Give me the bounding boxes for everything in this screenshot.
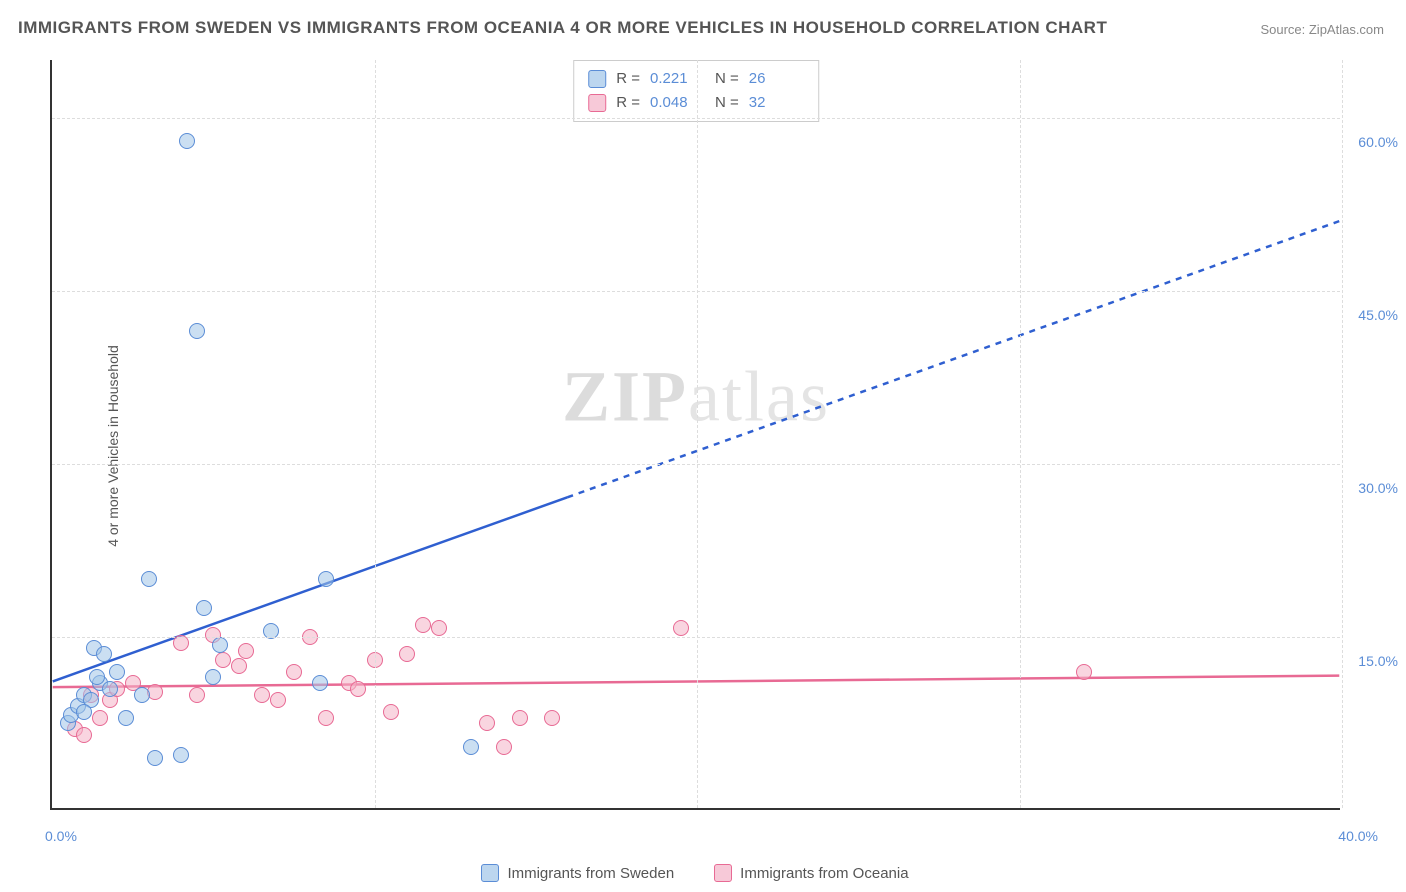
gridline-h (52, 464, 1340, 465)
scatter-marker-oceania (1076, 664, 1092, 680)
scatter-marker-sweden (189, 323, 205, 339)
source-prefix: Source: (1260, 22, 1308, 37)
scatter-marker-sweden (312, 675, 328, 691)
scatter-marker-sweden (102, 681, 118, 697)
scatter-marker-sweden (109, 664, 125, 680)
y-tick-label: 30.0% (1358, 480, 1398, 496)
scatter-marker-oceania (350, 681, 366, 697)
scatter-marker-sweden (318, 571, 334, 587)
stat-legend-row-sweden: R = 0.221 N = 26 (588, 67, 804, 91)
gridline-h (52, 118, 1340, 119)
scatter-marker-sweden (141, 571, 157, 587)
scatter-marker-oceania (544, 710, 560, 726)
scatter-marker-oceania (76, 727, 92, 743)
x-tick-label: 40.0% (1338, 828, 1378, 844)
scatter-marker-oceania (415, 617, 431, 633)
scatter-marker-oceania (673, 620, 689, 636)
gridline-v (1020, 60, 1021, 808)
scatter-marker-sweden (463, 739, 479, 755)
gridline-h (52, 637, 1340, 638)
watermark-light: atlas (688, 356, 830, 436)
swatch-oceania-icon (714, 864, 732, 882)
scatter-marker-oceania (189, 687, 205, 703)
scatter-marker-sweden (89, 669, 105, 685)
scatter-marker-oceania (399, 646, 415, 662)
scatter-marker-oceania (496, 739, 512, 755)
gridline-h (52, 291, 1340, 292)
source-attribution: Source: ZipAtlas.com (1260, 22, 1384, 37)
n-label: N = (715, 67, 739, 91)
scatter-marker-oceania (479, 715, 495, 731)
n-value-sweden: 26 (749, 67, 804, 91)
trend-line-dashed (567, 221, 1339, 497)
gridline-v (1342, 60, 1343, 808)
scatter-marker-sweden (205, 669, 221, 685)
r-label: R = (616, 91, 640, 115)
y-tick-label: 45.0% (1358, 307, 1398, 323)
n-label: N = (715, 91, 739, 115)
scatter-marker-sweden (134, 687, 150, 703)
trend-line-solid (53, 676, 1340, 688)
scatter-marker-sweden (96, 646, 112, 662)
watermark: ZIPatlas (562, 355, 830, 438)
scatter-marker-oceania (231, 658, 247, 674)
scatter-marker-sweden (196, 600, 212, 616)
scatter-marker-oceania (270, 692, 286, 708)
trend-lines (52, 60, 1340, 808)
scatter-marker-oceania (92, 710, 108, 726)
legend-label-sweden: Immigrants from Sweden (507, 865, 674, 882)
legend-item-oceania: Immigrants from Oceania (714, 864, 908, 882)
source-link[interactable]: ZipAtlas.com (1309, 22, 1384, 37)
scatter-marker-sweden (173, 747, 189, 763)
scatter-marker-sweden (212, 637, 228, 653)
gridline-v (697, 60, 698, 808)
scatter-marker-sweden (147, 750, 163, 766)
scatter-marker-sweden (179, 133, 195, 149)
swatch-oceania-icon (588, 94, 606, 112)
legend-item-sweden: Immigrants from Sweden (481, 864, 674, 882)
scatter-marker-sweden (76, 704, 92, 720)
stat-legend-row-oceania: R = 0.048 N = 32 (588, 91, 804, 115)
n-value-oceania: 32 (749, 91, 804, 115)
scatter-marker-oceania (383, 704, 399, 720)
y-tick-label: 15.0% (1358, 653, 1398, 669)
scatter-marker-oceania (215, 652, 231, 668)
scatter-marker-oceania (286, 664, 302, 680)
legend-label-oceania: Immigrants from Oceania (740, 865, 908, 882)
scatter-marker-oceania (512, 710, 528, 726)
swatch-sweden-icon (481, 864, 499, 882)
scatter-marker-oceania (254, 687, 270, 703)
plot-area: ZIPatlas R = 0.221 N = 26 R = 0.048 N = … (50, 60, 1340, 810)
stat-legend: R = 0.221 N = 26 R = 0.048 N = 32 (573, 60, 819, 122)
bottom-legend: Immigrants from Sweden Immigrants from O… (50, 864, 1340, 882)
scatter-marker-oceania (238, 643, 254, 659)
scatter-marker-oceania (431, 620, 447, 636)
chart-title: IMMIGRANTS FROM SWEDEN VS IMMIGRANTS FRO… (18, 18, 1107, 38)
r-label: R = (616, 67, 640, 91)
x-tick-label: 0.0% (45, 828, 77, 844)
y-tick-label: 60.0% (1358, 134, 1398, 150)
scatter-marker-sweden (118, 710, 134, 726)
watermark-bold: ZIP (562, 356, 688, 436)
scatter-marker-oceania (318, 710, 334, 726)
gridline-v (375, 60, 376, 808)
swatch-sweden-icon (588, 70, 606, 88)
trend-line-solid (53, 497, 568, 681)
